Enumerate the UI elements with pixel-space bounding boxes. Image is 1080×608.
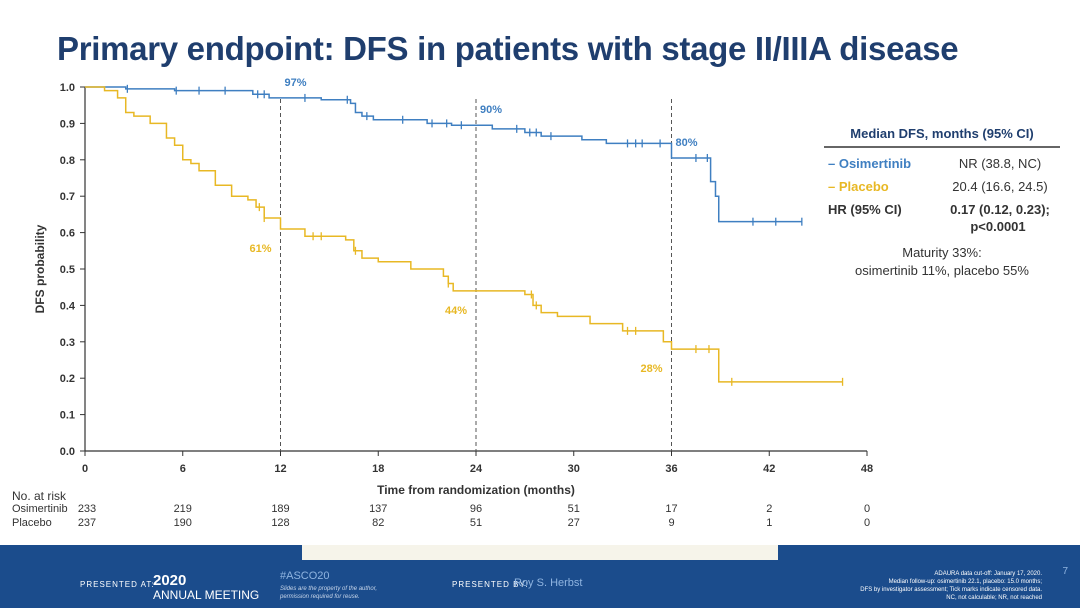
landmark-label: 80% bbox=[676, 137, 698, 149]
hr-label: HR (95% CI) bbox=[828, 202, 902, 217]
meeting-name: ANNUAL MEETING bbox=[153, 588, 260, 602]
hashtag: #ASCO20 bbox=[280, 570, 330, 582]
x-tick-label: 12 bbox=[274, 463, 286, 475]
risk-count: 9 bbox=[668, 517, 675, 529]
y-tick-label: 0.3 bbox=[60, 337, 75, 349]
landmark-label: 44% bbox=[445, 305, 467, 317]
meeting-year: 2020 bbox=[153, 572, 187, 589]
footer-strip-left bbox=[0, 545, 302, 560]
placebo-label: – Placebo bbox=[828, 179, 889, 194]
x-tick-label: 24 bbox=[470, 463, 483, 475]
presented-by-label: PRESENTED BY: bbox=[452, 580, 529, 589]
footnote-4: NC, not calculable; NR, not reached bbox=[946, 595, 1042, 601]
risk-count: 1 bbox=[766, 517, 773, 529]
risk-count: 189 bbox=[271, 503, 290, 515]
risk-count: 27 bbox=[567, 517, 580, 529]
osimertinib-label: – Osimertinib bbox=[828, 156, 912, 171]
disclaimer-1: Slides are the property of the author, bbox=[280, 586, 378, 592]
y-tick-label: 0.1 bbox=[60, 410, 75, 422]
y-tick-label: 0.8 bbox=[60, 155, 75, 167]
risk-count: 17 bbox=[665, 503, 678, 515]
risk-count: 233 bbox=[77, 503, 97, 515]
x-tick-label: 48 bbox=[861, 463, 873, 475]
risk-row-label: Placebo bbox=[12, 517, 52, 529]
median-dfs-table: Median DFS, months (95% CI) – Osimertini… bbox=[824, 126, 1060, 280]
maturity-line-2: osimertinib 11%, placebo 55% bbox=[855, 263, 1029, 278]
risk-count: 51 bbox=[469, 517, 483, 529]
landmark-label: 97% bbox=[285, 77, 307, 89]
landmark-label: 28% bbox=[640, 363, 662, 375]
risk-count: 96 bbox=[469, 503, 483, 515]
landmark-label: 61% bbox=[249, 243, 271, 255]
x-tick-label: 30 bbox=[568, 463, 580, 475]
x-tick-label: 18 bbox=[372, 463, 384, 475]
risk-count: 0 bbox=[863, 517, 871, 529]
footnote-2: Median follow-up: osimertinib 22.1, plac… bbox=[888, 579, 1042, 585]
maturity-line-1: Maturity 33%: bbox=[902, 245, 982, 260]
table-header: Median DFS, months (95% CI) bbox=[824, 126, 1060, 148]
footer-strip-center bbox=[302, 545, 778, 560]
x-tick-label: 0 bbox=[82, 463, 88, 475]
risk-row-label: Osimertinib bbox=[12, 503, 68, 515]
x-tick-label: 6 bbox=[180, 463, 186, 475]
footer-strip-right bbox=[778, 545, 1080, 560]
risk-count: 51 bbox=[567, 503, 580, 515]
footnote-3: DFS by investigator assessment; Tick mar… bbox=[860, 587, 1042, 593]
y-tick-label: 0.9 bbox=[60, 118, 75, 130]
y-tick-label: 0.6 bbox=[60, 228, 75, 240]
presenter-name: Roy S. Herbst bbox=[514, 577, 583, 589]
risk-count: 2 bbox=[766, 503, 773, 515]
risk-count: 219 bbox=[173, 503, 192, 515]
placebo-value: 20.4 (16.6, 24.5) bbox=[952, 179, 1048, 194]
y-axis-label: DFS probability bbox=[33, 224, 47, 313]
footnotes: ADAURA data cut-off: January 17, 2020. M… bbox=[860, 570, 1042, 602]
hr-value: 0.17 (0.12, 0.23); bbox=[950, 202, 1050, 217]
y-tick-label: 1.0 bbox=[60, 82, 75, 94]
curve-placebo bbox=[85, 86, 843, 383]
page-title: Primary endpoint: DFS in patients with s… bbox=[57, 30, 959, 67]
x-axis-label: Time from randomization (months) bbox=[377, 483, 575, 497]
y-tick-label: 0.4 bbox=[60, 300, 76, 312]
risk-label: No. at risk bbox=[12, 489, 67, 503]
y-tick-label: 0.2 bbox=[60, 373, 75, 385]
footnote-1: ADAURA data cut-off: January 17, 2020. bbox=[934, 571, 1042, 577]
y-tick-label: 0.0 bbox=[60, 446, 75, 458]
x-tick-label: 42 bbox=[763, 463, 775, 475]
page-number: 7 bbox=[1062, 566, 1068, 577]
risk-count: 137 bbox=[369, 503, 388, 515]
osimertinib-value: NR (38.8, NC) bbox=[958, 156, 1042, 171]
y-tick-label: 0.7 bbox=[60, 191, 75, 203]
x-tick-label: 36 bbox=[665, 463, 677, 475]
risk-count: 190 bbox=[173, 517, 192, 529]
presented-at-label: PRESENTED AT: bbox=[80, 580, 155, 589]
km-chart: 0.0 0.1 0.2 0.3 0.4 0.5 0.6 0.7 0.8 0.9 1.0 0 6 12 18 2… bbox=[33, 77, 873, 497]
risk-count: 128 bbox=[271, 517, 290, 529]
risk-count: 82 bbox=[372, 517, 385, 529]
landmark-label: 90% bbox=[480, 104, 502, 116]
curve-osimertinib bbox=[85, 86, 802, 223]
disclaimer-2: permission required for reuse. bbox=[280, 594, 360, 600]
y-tick-label: 0.5 bbox=[60, 264, 75, 276]
risk-count: 0 bbox=[863, 503, 871, 515]
p-value: p<0.0001 bbox=[970, 219, 1026, 234]
risk-count: 237 bbox=[77, 517, 97, 529]
footer: PRESENTED AT: 2020 ANNUAL MEETING #ASCO2… bbox=[0, 560, 1080, 608]
